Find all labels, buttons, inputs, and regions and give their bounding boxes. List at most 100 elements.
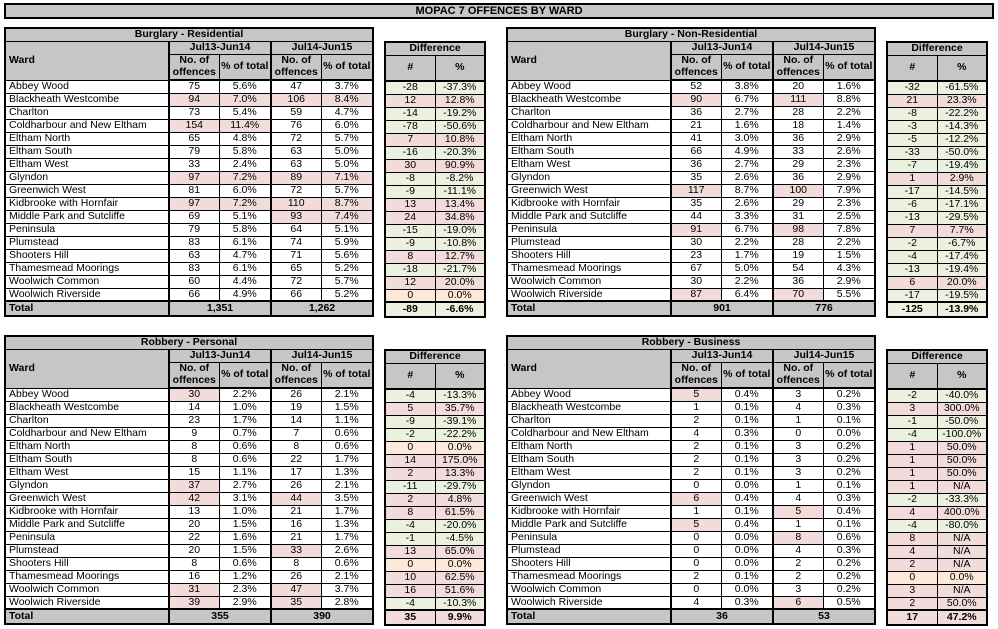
pct-cell: 0.1% <box>720 413 774 428</box>
data-row: Eltham North 2 0.1% 3 0.2% <box>506 439 876 454</box>
period2-header: Jul14-Jun15 <box>270 40 374 55</box>
total-offences-p1: 901 <box>670 300 774 317</box>
diff-pct-cell: -10.3% <box>434 596 486 611</box>
diff-pct-cell: 50.0% <box>936 466 988 481</box>
diff-num-cell: -1 <box>886 414 938 429</box>
table-group: Burglary - Non-Residential Ward Jul13-Jun1… <box>506 27 988 319</box>
ward-cell: Middle Park and Sutcliffe <box>506 209 672 224</box>
difference-row: 7 7.7% <box>886 223 988 238</box>
pct-of-total-header: % of total <box>720 53 774 82</box>
diff-num-cell: -4 <box>886 249 938 264</box>
diff-pct-cell: N/A <box>936 583 988 598</box>
diff-pct-cell: 4.8% <box>434 492 486 507</box>
data-row: Plumstead 83 6.1% 74 5.9% <box>4 235 374 250</box>
offences-cell: 54 <box>772 261 824 276</box>
ward-cell: Abbey Wood <box>506 387 672 402</box>
offences-cell: 154 <box>168 118 220 133</box>
ward-cell: Glyndon <box>4 478 170 493</box>
diff-pct-cell: 13.4% <box>434 197 486 212</box>
data-row: Blackheath Westcombe 1 0.1% 4 0.3% <box>506 400 876 415</box>
pct-cell: 2.3% <box>822 196 876 211</box>
ward-cell: Kidbrooke with Hornfair <box>4 196 170 211</box>
offences-cell: 5 <box>772 504 824 519</box>
ward-cell: Kidbrooke with Hornfair <box>506 196 672 211</box>
diff-total-num: 17 <box>886 609 938 626</box>
pct-cell: 0.1% <box>720 569 774 584</box>
ward-cell: Thamesmead Moorings <box>506 569 672 584</box>
diff-num-cell: 4 <box>886 544 938 559</box>
offences-cell: 41 <box>670 131 722 146</box>
subheader-row: No. of offences% of total No. of offences… <box>507 361 876 390</box>
offences-cell: 3 <box>772 439 824 454</box>
table-title-row: Robbery - Business <box>506 335 876 350</box>
ward-cell: Middle Park and Sutcliffe <box>4 517 170 532</box>
data-row: Middle Park and Sutcliffe 20 1.5% 16 1.3% <box>4 517 374 532</box>
diff-num-cell: -9 <box>384 236 436 251</box>
pct-of-total-header: % of total <box>720 361 774 390</box>
difference-row: 21 23.3% <box>886 93 988 108</box>
subheader-row: No. of offences% of total No. of offences… <box>507 53 876 82</box>
offences-cell: 35 <box>670 170 722 185</box>
difference-row: 12 12.8% <box>384 93 486 108</box>
diff-num-cell: -7 <box>886 158 938 173</box>
offences-cell: 26 <box>270 569 322 584</box>
difference-row: -4 -80.0% <box>886 518 988 533</box>
period1-header: Jul13-Jun14 <box>670 40 774 55</box>
diff-num-cell: -6 <box>886 197 938 212</box>
offences-cell: 67 <box>670 261 722 276</box>
pct-cell: 2.3% <box>218 582 272 597</box>
period-header-row: Ward Jul13-Jun14 Jul14-Jun15 <box>506 348 876 389</box>
pct-cell: 1.6% <box>218 530 272 545</box>
diff-pct-cell: 300.0% <box>936 401 988 416</box>
pct-cell: 1.1% <box>320 413 374 428</box>
table-title-row: Robbery - Personal <box>4 335 374 350</box>
data-row: Peninsula 0 0.0% 8 0.6% <box>506 530 876 545</box>
pct-cell: 1.7% <box>720 248 774 263</box>
offences-cell: 4 <box>772 491 824 506</box>
difference-row: -1 -4.5% <box>384 531 486 546</box>
data-row: Eltham South 8 0.6% 22 1.7% <box>4 452 374 467</box>
difference-row: 24 34.8% <box>384 210 486 225</box>
offences-cell: 16 <box>168 569 220 584</box>
difference-total-row: -89 -6.6% <box>384 301 486 318</box>
ward-cell: Eltham South <box>4 452 170 467</box>
diff-pct-cell: 0.0% <box>434 288 486 303</box>
pct-cell: 1.7% <box>320 452 374 467</box>
ward-cell: Shooters Hill <box>4 248 170 263</box>
offences-cell: 0 <box>670 543 722 558</box>
diff-pct-cell: 7.7% <box>936 223 988 238</box>
pct-cell: 0.1% <box>822 517 876 532</box>
difference-row: -2 -40.0% <box>886 388 988 403</box>
data-row: Eltham West 2 0.1% 3 0.2% <box>506 465 876 480</box>
period1-header: Jul13-Jun14 <box>670 348 774 363</box>
pct-cell: 0.0% <box>720 582 774 597</box>
offences-cell: 16 <box>270 517 322 532</box>
pct-cell: 0.2% <box>822 439 876 454</box>
data-row: Eltham West 15 1.1% 17 1.3% <box>4 465 374 480</box>
offences-cell: 20 <box>168 543 220 558</box>
pct-cell: 0.1% <box>720 439 774 454</box>
difference-row: 8 12.7% <box>384 249 486 264</box>
data-row: Eltham South 79 5.8% 63 5.0% <box>4 144 374 159</box>
data-row: Woolwich Common 60 4.4% 72 5.7% <box>4 274 374 289</box>
diff-num-cell: -4 <box>384 388 436 403</box>
diff-num-cell: 10 <box>384 570 436 585</box>
diff-num-cell: -9 <box>384 414 436 429</box>
diff-num-cell: 1 <box>886 171 938 186</box>
diff-num-cell: 2 <box>886 596 938 611</box>
diff-total-pct: -13.9% <box>936 301 988 318</box>
data-row: Peninsula 22 1.6% 21 1.7% <box>4 530 374 545</box>
diff-num-cell: 8 <box>886 531 938 546</box>
pct-cell: 5.6% <box>218 79 272 94</box>
ward-cell: Eltham South <box>506 144 672 159</box>
diff-num-cell: -15 <box>384 223 436 238</box>
ward-cell: Woolwich Riverside <box>4 287 170 302</box>
ward-cell: Greenwich West <box>4 183 170 198</box>
offences-cell: 33 <box>772 144 824 159</box>
difference-row: -17 -19.5% <box>886 288 988 303</box>
ward-cell: Eltham West <box>4 465 170 480</box>
pct-cell: 1.5% <box>822 248 876 263</box>
diff-pct-cell: -40.0% <box>936 388 988 403</box>
offences-cell: 63 <box>168 248 220 263</box>
pct-cell: 4.7% <box>218 248 272 263</box>
